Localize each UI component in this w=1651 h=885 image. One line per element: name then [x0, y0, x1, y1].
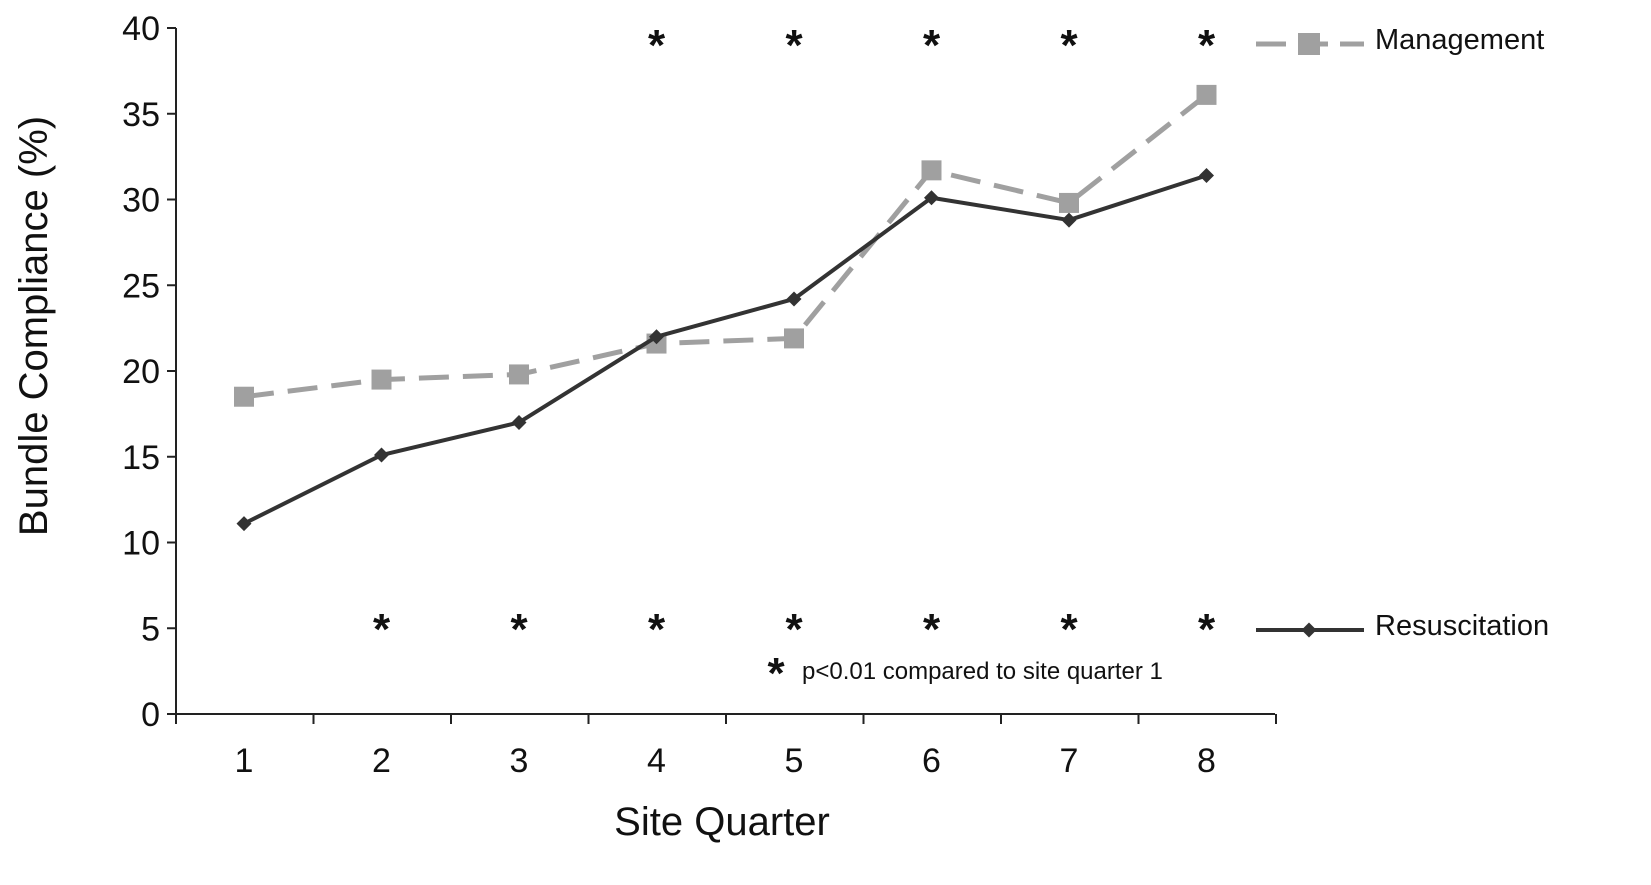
management-legend-label: Management — [1375, 24, 1544, 56]
resuscitation-point — [786, 291, 802, 307]
resuscitation-point — [374, 447, 389, 463]
management-point — [371, 369, 392, 390]
significance-stars: * * * * * * * * * * * * — [373, 21, 1216, 654]
series-group — [234, 84, 1217, 532]
x-tick-label: 3 — [510, 742, 529, 780]
management-point — [1059, 192, 1079, 213]
y-tick-label: 10 — [122, 525, 160, 563]
y-tick-label: 40 — [122, 10, 160, 48]
management-point — [1196, 84, 1217, 105]
x-tick-label: 1 — [235, 742, 254, 780]
y-tick-label: 25 — [122, 267, 160, 305]
resuscitation-sig-star: * — [510, 605, 528, 654]
resuscitation-legend-marker — [1301, 622, 1317, 638]
x-tick-label: 8 — [1197, 742, 1216, 780]
x-tick-label: 2 — [372, 742, 391, 780]
resuscitation-sig-star: * — [373, 605, 391, 654]
resuscitation-sig-star: * — [785, 605, 803, 654]
resuscitation-sig-star: * — [1198, 605, 1216, 654]
management-sig-star: * — [1060, 21, 1078, 70]
resuscitation-point — [511, 414, 527, 430]
management-legend-marker — [1298, 33, 1320, 55]
resuscitation-point — [236, 516, 252, 532]
y-tick-label: 0 — [141, 696, 160, 734]
footnote: * p<0.01 compared to site quarter 1 — [767, 649, 1162, 698]
management-point — [509, 364, 529, 385]
y-tick-label: 30 — [122, 182, 160, 220]
x-tick-label: 6 — [922, 742, 941, 780]
x-tick-label: 4 — [647, 742, 666, 780]
resuscitation-line — [243, 173, 1208, 526]
x-tick-label: 5 — [785, 742, 804, 780]
management-point — [234, 386, 254, 407]
axes: 0 5 10 15 20 25 30 35 40 1 2 3 4 5 6 7 8 — [122, 10, 1277, 780]
management-sig-star: * — [785, 21, 803, 70]
resuscitation-sig-star: * — [923, 605, 941, 654]
management-sig-star: * — [648, 21, 666, 70]
x-tick-label: 7 — [1060, 742, 1079, 780]
resuscitation-sig-star: * — [1060, 605, 1078, 654]
resuscitation-point — [1061, 212, 1077, 228]
y-axis-title: Bundle Compliance (%) — [12, 116, 56, 536]
management-sig-star: * — [923, 21, 941, 70]
resuscitation-sig-star: * — [648, 605, 666, 654]
management-line — [243, 92, 1209, 400]
x-axis-title: Site Quarter — [614, 800, 830, 844]
y-tick-label: 15 — [122, 439, 160, 477]
footnote-text: p<0.01 compared to site quarter 1 — [802, 658, 1163, 685]
management-sig-star: * — [1198, 21, 1216, 70]
y-tick-label: 35 — [122, 96, 160, 134]
legend: Management Resuscitation — [1256, 24, 1549, 642]
y-tick-label: 20 — [122, 353, 160, 391]
footnote-star: * — [767, 649, 785, 698]
resuscitation-point — [1199, 167, 1214, 183]
resuscitation-point — [649, 329, 664, 345]
resuscitation-legend-label: Resuscitation — [1375, 610, 1549, 642]
resuscitation-point — [924, 190, 939, 206]
management-point — [921, 160, 942, 181]
management-point — [784, 328, 804, 349]
y-tick-label: 5 — [141, 610, 160, 648]
